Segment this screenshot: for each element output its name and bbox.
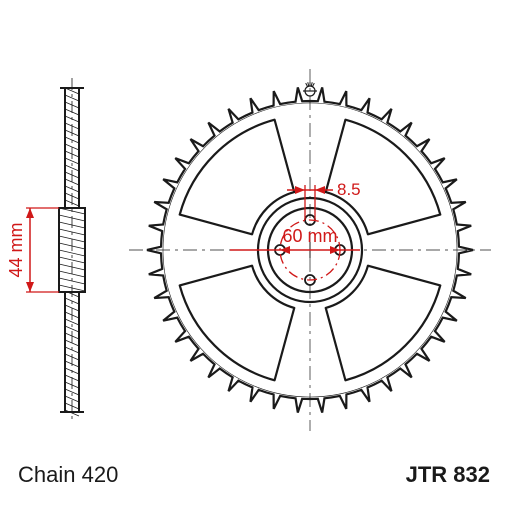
svg-text:44 mm: 44 mm — [6, 222, 26, 277]
svg-text:8.5: 8.5 — [337, 180, 361, 199]
sprocket-diagram: 44 mm 60 mm 8.5 — [0, 0, 520, 520]
part-number-label: JTR 832 — [406, 462, 490, 488]
chain-size-label: Chain 420 — [18, 462, 118, 488]
svg-text:60 mm: 60 mm — [282, 226, 337, 246]
